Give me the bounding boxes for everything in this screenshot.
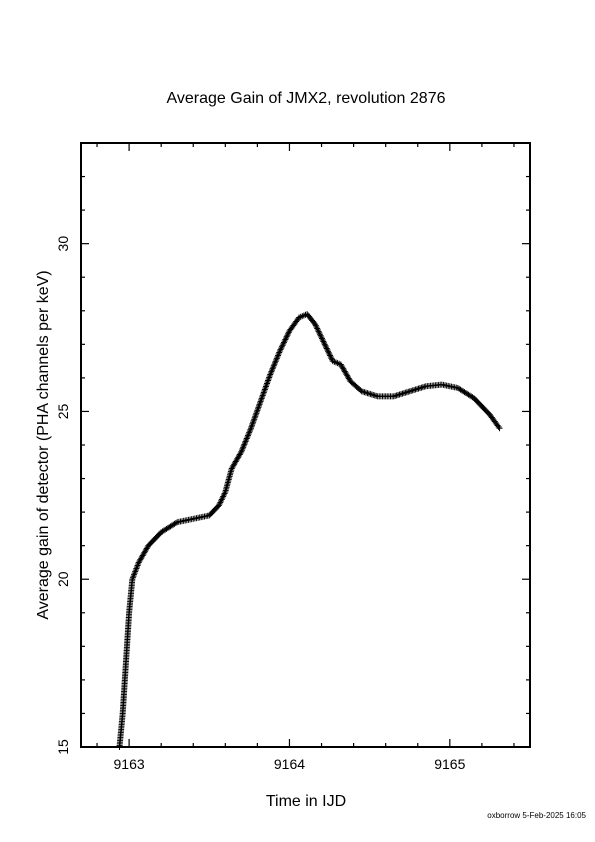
y-axis: 15 20 25 30 <box>55 142 530 755</box>
x-tick-label: 9165 <box>434 756 465 772</box>
x-tick-label: 9164 <box>274 756 305 772</box>
chart-title: Average Gain of JMX2, revolution 2876 <box>167 90 446 107</box>
y-tick-label: 25 <box>55 403 71 419</box>
y-tick-label: 20 <box>55 571 71 587</box>
y-axis-label: Average gain of detector (PHA channels p… <box>35 270 52 619</box>
data-series <box>116 311 503 750</box>
x-axis-label: Time in IJD <box>266 793 346 810</box>
y-tick-label: 30 <box>55 236 71 252</box>
x-tick-label: 9163 <box>114 756 145 772</box>
plot-frame <box>80 142 531 748</box>
y-tick-label: 15 <box>55 739 71 755</box>
footer-credit: oxborrow 5-Feb-2025 16:05 <box>487 811 586 820</box>
x-axis: 9163 9164 9165 <box>96 143 515 772</box>
